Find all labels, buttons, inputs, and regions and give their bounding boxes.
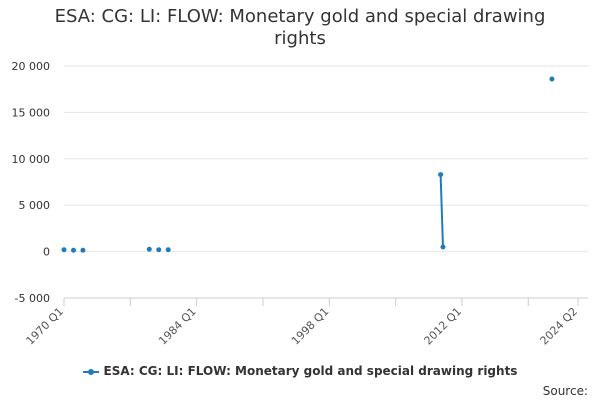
x-tick-label: 1998 Q1 <box>289 305 332 348</box>
series-layer <box>61 76 555 253</box>
data-point <box>61 247 67 253</box>
legend[interactable]: ESA: CG: LI: FLOW: Monetary gold and spe… <box>0 364 600 378</box>
x-tick-label: 2024 Q2 <box>538 305 581 348</box>
source-label: Source: <box>542 384 588 398</box>
data-point <box>70 247 76 253</box>
y-tick-label: 20 000 <box>12 60 51 73</box>
data-point <box>80 247 86 253</box>
series-line <box>439 174 444 247</box>
x-tick-label: 1984 Q1 <box>156 305 199 348</box>
x-axis-tick-labels: 1970 Q1 1984 Q1 1998 Q1 2012 Q1 2024 Q2 <box>24 305 581 348</box>
data-point <box>438 172 444 178</box>
x-tick-label: 2012 Q1 <box>422 305 465 348</box>
data-point <box>549 76 555 82</box>
y-tick-label: -5 000 <box>15 292 50 305</box>
data-point <box>146 246 152 252</box>
y-tick-label: 15 000 <box>12 106 51 119</box>
data-point <box>440 244 446 250</box>
x-axis <box>63 297 588 306</box>
legend-label: ESA: CG: LI: FLOW: Monetary gold and spe… <box>103 364 518 378</box>
x-tick-label: 1970 Q1 <box>24 305 67 348</box>
grid-lines <box>64 65 588 253</box>
y-tick-label: 5 000 <box>19 199 51 212</box>
chart-title: ESA: CG: LI: FLOW: Monetary gold and spe… <box>54 6 546 49</box>
data-point <box>165 247 171 253</box>
y-axis-tick-labels: 20 000 15 000 10 000 5 000 0 -5 000 <box>12 60 51 305</box>
legend-line-marker-icon <box>82 367 99 377</box>
data-point <box>156 247 162 253</box>
y-tick-label: 10 000 <box>12 153 51 166</box>
y-tick-label: 0 <box>43 246 50 259</box>
